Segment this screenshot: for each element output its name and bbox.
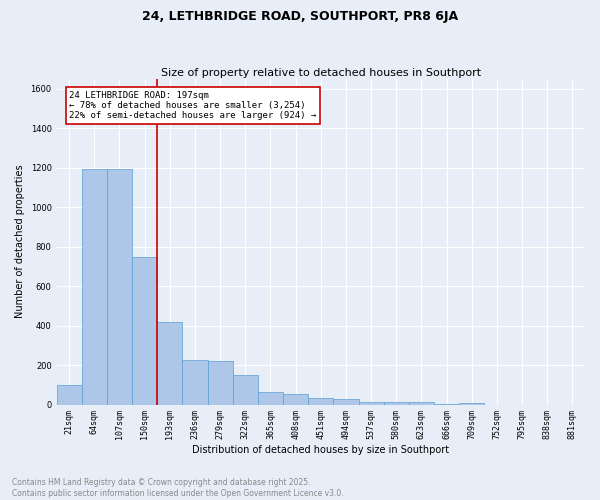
Text: 24 LETHBRIDGE ROAD: 197sqm
← 78% of detached houses are smaller (3,254)
22% of s: 24 LETHBRIDGE ROAD: 197sqm ← 78% of deta… <box>69 90 316 120</box>
Bar <box>157 322 182 404</box>
Bar <box>409 402 434 404</box>
Text: Contains HM Land Registry data © Crown copyright and database right 2025.
Contai: Contains HM Land Registry data © Crown c… <box>12 478 344 498</box>
Bar <box>308 398 334 404</box>
Bar <box>258 392 283 404</box>
Bar <box>383 402 409 404</box>
X-axis label: Distribution of detached houses by size in Southport: Distribution of detached houses by size … <box>192 445 449 455</box>
Text: 24, LETHBRIDGE ROAD, SOUTHPORT, PR8 6JA: 24, LETHBRIDGE ROAD, SOUTHPORT, PR8 6JA <box>142 10 458 23</box>
Bar <box>82 168 107 404</box>
Bar <box>208 361 233 405</box>
Bar <box>334 398 359 404</box>
Bar <box>132 258 157 404</box>
Bar <box>56 385 82 404</box>
Bar <box>233 375 258 404</box>
Bar <box>182 360 208 405</box>
Bar <box>283 394 308 404</box>
Bar <box>107 168 132 404</box>
Bar <box>359 402 383 404</box>
Bar <box>459 402 484 404</box>
Y-axis label: Number of detached properties: Number of detached properties <box>15 165 25 318</box>
Title: Size of property relative to detached houses in Southport: Size of property relative to detached ho… <box>161 68 481 78</box>
